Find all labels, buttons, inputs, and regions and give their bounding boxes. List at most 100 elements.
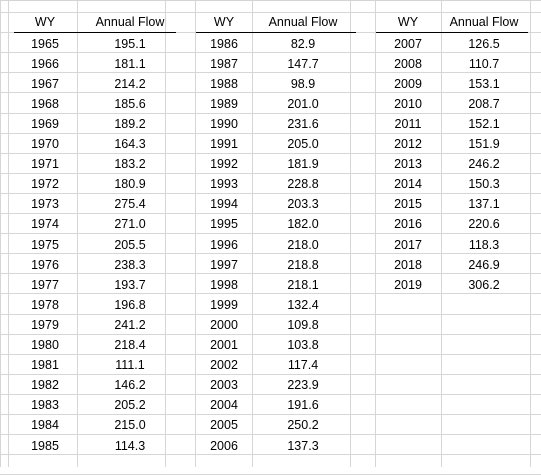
cell-annual-flow[interactable]: 118.3 (468, 237, 500, 252)
cell-annual-flow[interactable]: 220.6 (468, 217, 500, 232)
cell-annual-flow[interactable]: 146.2 (114, 378, 146, 393)
cell-annual-flow[interactable]: 150.3 (468, 177, 500, 192)
header-annual-flow[interactable]: Annual Flow (95, 15, 165, 29)
cell-wy[interactable]: 1985 (31, 438, 59, 453)
cell-wy[interactable]: 1994 (210, 197, 238, 212)
cell-annual-flow[interactable]: 203.3 (287, 197, 319, 212)
cell-annual-flow[interactable]: 246.9 (468, 257, 500, 272)
cell-wy[interactable]: 1997 (210, 257, 238, 272)
cell-annual-flow[interactable]: 218.1 (287, 277, 319, 292)
cell-wy[interactable]: 1999 (210, 297, 238, 312)
cell-annual-flow[interactable]: 215.0 (114, 418, 146, 433)
cell-wy[interactable]: 1973 (31, 197, 59, 212)
cell-wy[interactable]: 1989 (210, 96, 238, 111)
cell-wy[interactable]: 1990 (210, 116, 238, 131)
cell-wy[interactable]: 2002 (210, 358, 238, 373)
cell-annual-flow[interactable]: 114.3 (114, 438, 146, 453)
cell-wy[interactable]: 1991 (210, 137, 238, 151)
cell-wy[interactable]: 2015 (394, 197, 422, 212)
cell-annual-flow[interactable]: 109.8 (287, 317, 319, 332)
cell-wy[interactable]: 1992 (210, 157, 238, 172)
cell-wy[interactable]: 2018 (394, 257, 422, 272)
cell-wy[interactable]: 2005 (210, 418, 238, 433)
cell-wy[interactable]: 1977 (31, 277, 59, 292)
cell-wy[interactable]: 1974 (31, 217, 59, 232)
cell-wy[interactable]: 1978 (31, 297, 59, 312)
cell-wy[interactable]: 2003 (210, 378, 238, 393)
cell-annual-flow[interactable]: 183.2 (114, 157, 146, 172)
header-wy[interactable]: WY (397, 15, 419, 29)
cell-annual-flow[interactable]: 180.9 (114, 177, 146, 192)
cell-wy[interactable]: 2001 (210, 338, 238, 352)
cell-annual-flow[interactable]: 164.3 (114, 137, 146, 151)
cell-annual-flow[interactable]: 205.5 (114, 237, 146, 252)
cell-annual-flow[interactable]: 205.2 (114, 398, 146, 413)
cell-wy[interactable]: 2012 (394, 137, 422, 151)
cell-wy[interactable]: 1987 (210, 56, 238, 71)
header-wy[interactable]: WY (34, 15, 56, 29)
header-annual-flow[interactable]: Annual Flow (268, 15, 338, 29)
cell-annual-flow[interactable]: 103.8 (287, 338, 319, 352)
cell-wy[interactable]: 1995 (210, 217, 238, 232)
cell-wy[interactable]: 1966 (31, 56, 59, 71)
cell-annual-flow[interactable]: 201.0 (287, 96, 319, 111)
cell-annual-flow[interactable]: 246.2 (468, 157, 500, 172)
cell-annual-flow[interactable]: 182.0 (287, 217, 319, 232)
cell-wy[interactable]: 1980 (31, 338, 59, 352)
cell-annual-flow[interactable]: 152.1 (468, 116, 500, 131)
cell-wy[interactable]: 1983 (31, 398, 59, 413)
cell-wy[interactable]: 2000 (210, 317, 238, 332)
cell-wy[interactable]: 2008 (394, 56, 422, 71)
cell-wy[interactable]: 2006 (210, 438, 238, 453)
cell-annual-flow[interactable]: 306.2 (468, 277, 500, 292)
cell-wy[interactable]: 1996 (210, 237, 238, 252)
cell-annual-flow[interactable]: 193.7 (114, 277, 146, 292)
cell-annual-flow[interactable]: 196.8 (114, 297, 146, 312)
cell-wy[interactable]: 1965 (31, 36, 59, 51)
cell-annual-flow[interactable]: 137.3 (287, 438, 319, 453)
cell-wy[interactable]: 2016 (394, 217, 422, 232)
cell-wy[interactable]: 1975 (31, 237, 59, 252)
cell-annual-flow[interactable]: 110.7 (468, 56, 500, 71)
cell-annual-flow[interactable]: 275.4 (114, 197, 146, 212)
cell-wy[interactable]: 1988 (210, 76, 238, 91)
cell-annual-flow[interactable]: 181.9 (287, 157, 319, 172)
cell-annual-flow[interactable]: 189.2 (114, 116, 146, 131)
cell-annual-flow[interactable]: 223.9 (287, 378, 319, 393)
header-wy[interactable]: WY (213, 15, 235, 29)
cell-annual-flow[interactable]: 126.5 (468, 36, 500, 51)
cell-wy[interactable]: 1982 (31, 378, 59, 393)
cell-annual-flow[interactable]: 111.1 (115, 358, 145, 373)
cell-annual-flow[interactable]: 214.2 (114, 76, 146, 91)
cell-wy[interactable]: 1967 (31, 76, 59, 91)
cell-wy[interactable]: 1984 (31, 418, 59, 433)
cell-annual-flow[interactable]: 205.0 (287, 137, 319, 151)
cell-wy[interactable]: 2019 (394, 277, 422, 292)
cell-wy[interactable]: 2004 (210, 398, 238, 413)
cell-annual-flow[interactable]: 191.6 (287, 398, 319, 413)
cell-wy[interactable]: 2014 (394, 177, 422, 192)
cell-annual-flow[interactable]: 218.0 (287, 237, 319, 252)
cell-annual-flow[interactable]: 271.0 (114, 217, 146, 232)
cell-annual-flow[interactable]: 208.7 (468, 96, 500, 111)
cell-wy[interactable]: 1979 (31, 317, 59, 332)
cell-wy[interactable]: 2017 (394, 237, 422, 252)
cell-annual-flow[interactable]: 231.6 (287, 116, 319, 131)
cell-annual-flow[interactable]: 250.2 (287, 418, 319, 433)
cell-wy[interactable]: 1976 (31, 257, 59, 272)
cell-annual-flow[interactable]: 153.1 (468, 76, 500, 91)
cell-wy[interactable]: 1981 (31, 358, 59, 373)
cell-annual-flow[interactable]: 181.1 (114, 56, 146, 71)
cell-wy[interactable]: 2007 (394, 36, 422, 51)
cell-annual-flow[interactable]: 228.8 (287, 177, 319, 192)
cell-annual-flow[interactable]: 151.9 (468, 137, 500, 151)
cell-annual-flow[interactable]: 147.7 (287, 56, 319, 71)
cell-annual-flow[interactable]: 218.8 (287, 257, 319, 272)
header-annual-flow[interactable]: Annual Flow (449, 15, 519, 29)
cell-wy[interactable]: 1998 (210, 277, 238, 292)
cell-annual-flow[interactable]: 117.4 (287, 358, 319, 373)
cell-annual-flow[interactable]: 195.1 (114, 36, 146, 51)
cell-wy[interactable]: 1968 (31, 96, 59, 111)
cell-wy[interactable]: 2009 (394, 76, 422, 91)
